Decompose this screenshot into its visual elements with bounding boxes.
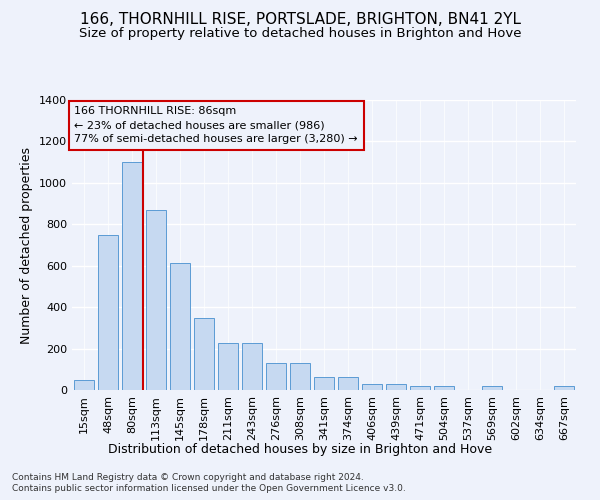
Bar: [170, 262, 190, 390]
Bar: [194, 318, 214, 390]
Text: Distribution of detached houses by size in Brighton and Hove: Distribution of detached houses by size …: [108, 442, 492, 456]
Bar: [146, 210, 166, 390]
Bar: [218, 344, 238, 390]
Bar: [242, 344, 262, 390]
Bar: [386, 384, 406, 390]
Text: 166 THORNHILL RISE: 86sqm
← 23% of detached houses are smaller (986)
77% of semi: 166 THORNHILL RISE: 86sqm ← 23% of detac…: [74, 106, 358, 144]
Bar: [74, 380, 94, 390]
Text: Contains HM Land Registry data © Crown copyright and database right 2024.: Contains HM Land Registry data © Crown c…: [12, 472, 364, 482]
Text: Size of property relative to detached houses in Brighton and Hove: Size of property relative to detached ho…: [79, 28, 521, 40]
Bar: [266, 363, 286, 390]
Bar: [314, 376, 334, 390]
Text: Contains public sector information licensed under the Open Government Licence v3: Contains public sector information licen…: [12, 484, 406, 493]
Bar: [338, 376, 358, 390]
Bar: [122, 162, 142, 390]
Bar: [362, 384, 382, 390]
Text: 166, THORNHILL RISE, PORTSLADE, BRIGHTON, BN41 2YL: 166, THORNHILL RISE, PORTSLADE, BRIGHTON…: [79, 12, 521, 28]
Bar: [410, 386, 430, 390]
Y-axis label: Number of detached properties: Number of detached properties: [20, 146, 34, 344]
Bar: [482, 386, 502, 390]
Bar: [434, 386, 454, 390]
Bar: [290, 363, 310, 390]
Bar: [554, 386, 574, 390]
Bar: [98, 234, 118, 390]
